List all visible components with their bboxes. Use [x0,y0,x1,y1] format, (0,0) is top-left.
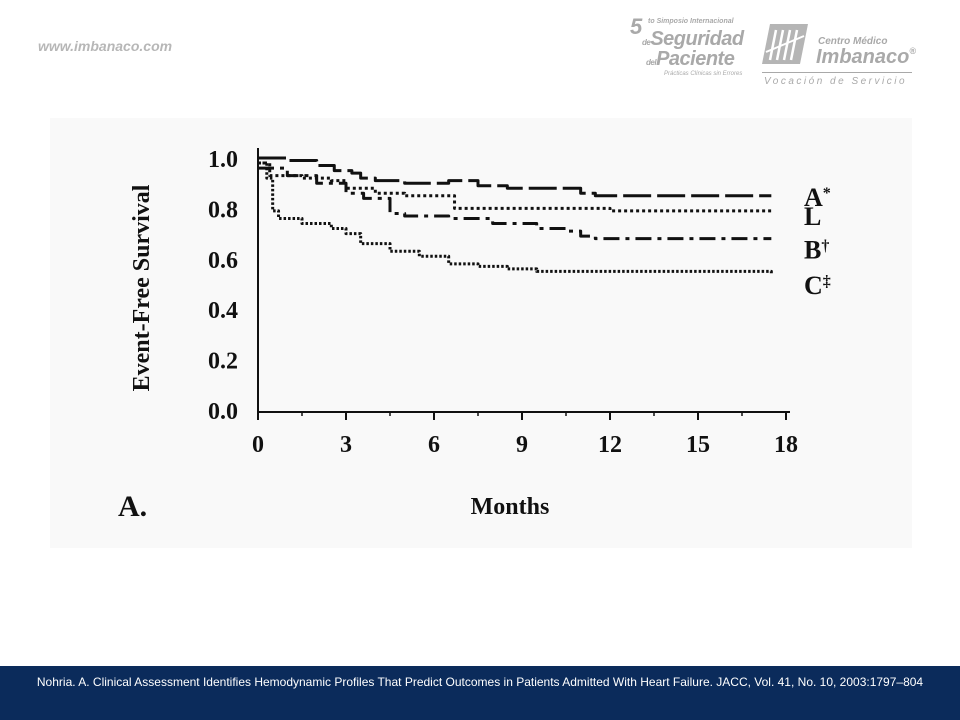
x-tick-label-3: 3 [340,432,352,458]
chart-series [258,156,773,274]
series-line-B [258,166,772,241]
hospital-tagline: Vocación de Servicio [764,76,908,87]
panel-label: A. [118,490,147,523]
x-tick-label-18: 18 [774,432,798,458]
series-line-C [258,161,773,274]
y-tick-label-1.0: 1.0 [208,147,238,173]
x-tick-label-0: 0 [252,432,264,458]
y-tick-label-0.6: 0.6 [208,248,238,274]
event-logo: 5 to Simposio Internacional deSeguridad … [628,14,744,88]
series-line-L [258,161,772,213]
series-line-A [258,156,772,198]
series-label-C: C‡ [804,271,831,300]
y-tick-label-0.8: 0.8 [208,197,238,223]
x-tick-label-12: 12 [598,432,622,458]
y-axis-label: Event-Free Survival [129,184,155,391]
hospital-logo: Centro Médico Imbanaco® Vocación de Serv… [762,22,922,88]
y-tick-label-0.4: 0.4 [208,298,238,324]
x-axis-label: Months [471,494,550,520]
website-url[interactable]: www.imbanaco.com [38,38,173,54]
event-logo-number: 5 [630,14,643,39]
event-logo-title-2: delPaciente [646,48,735,70]
survival-chart: 0 3 6 9 12 15 18 0.0 0.2 0.4 0.6 0.8 1.0 Months Event-… [118,147,831,523]
event-logo-tagline: Prácticas Clínicas sin Errores [664,71,743,77]
chart-axes [257,148,790,420]
hospital-name-line1: Centro Médico [818,36,888,47]
hospital-logo-divider [762,72,912,73]
citation-text: Nohria. A. Clinical Assessment Identifie… [36,675,924,689]
event-logo-title-1: deSeguridad [642,28,744,50]
hospital-name-line2: Imbanaco® [816,46,916,68]
x-tick-label-9: 9 [516,432,528,458]
hospital-emblem-icon [762,24,808,64]
y-tick-label-0.2: 0.2 [208,349,238,375]
x-tick-label-6: 6 [428,432,440,458]
series-label-L: L [804,202,821,231]
series-label-B: B† [804,236,829,265]
event-logo-subtitle: to Simposio Internacional [648,18,734,25]
y-tick-label-0.0: 0.0 [208,399,238,425]
survival-chart-panel: 0 3 6 9 12 15 18 0.0 0.2 0.4 0.6 0.8 1.0 Months Event-… [50,118,912,548]
chart-labels: 0 3 6 9 12 15 18 0.0 0.2 0.4 0.6 0.8 1.0 Months Event-… [118,147,831,523]
citation-footer: Nohria. A. Clinical Assessment Identifie… [0,666,960,720]
x-tick-label-15: 15 [686,432,710,458]
